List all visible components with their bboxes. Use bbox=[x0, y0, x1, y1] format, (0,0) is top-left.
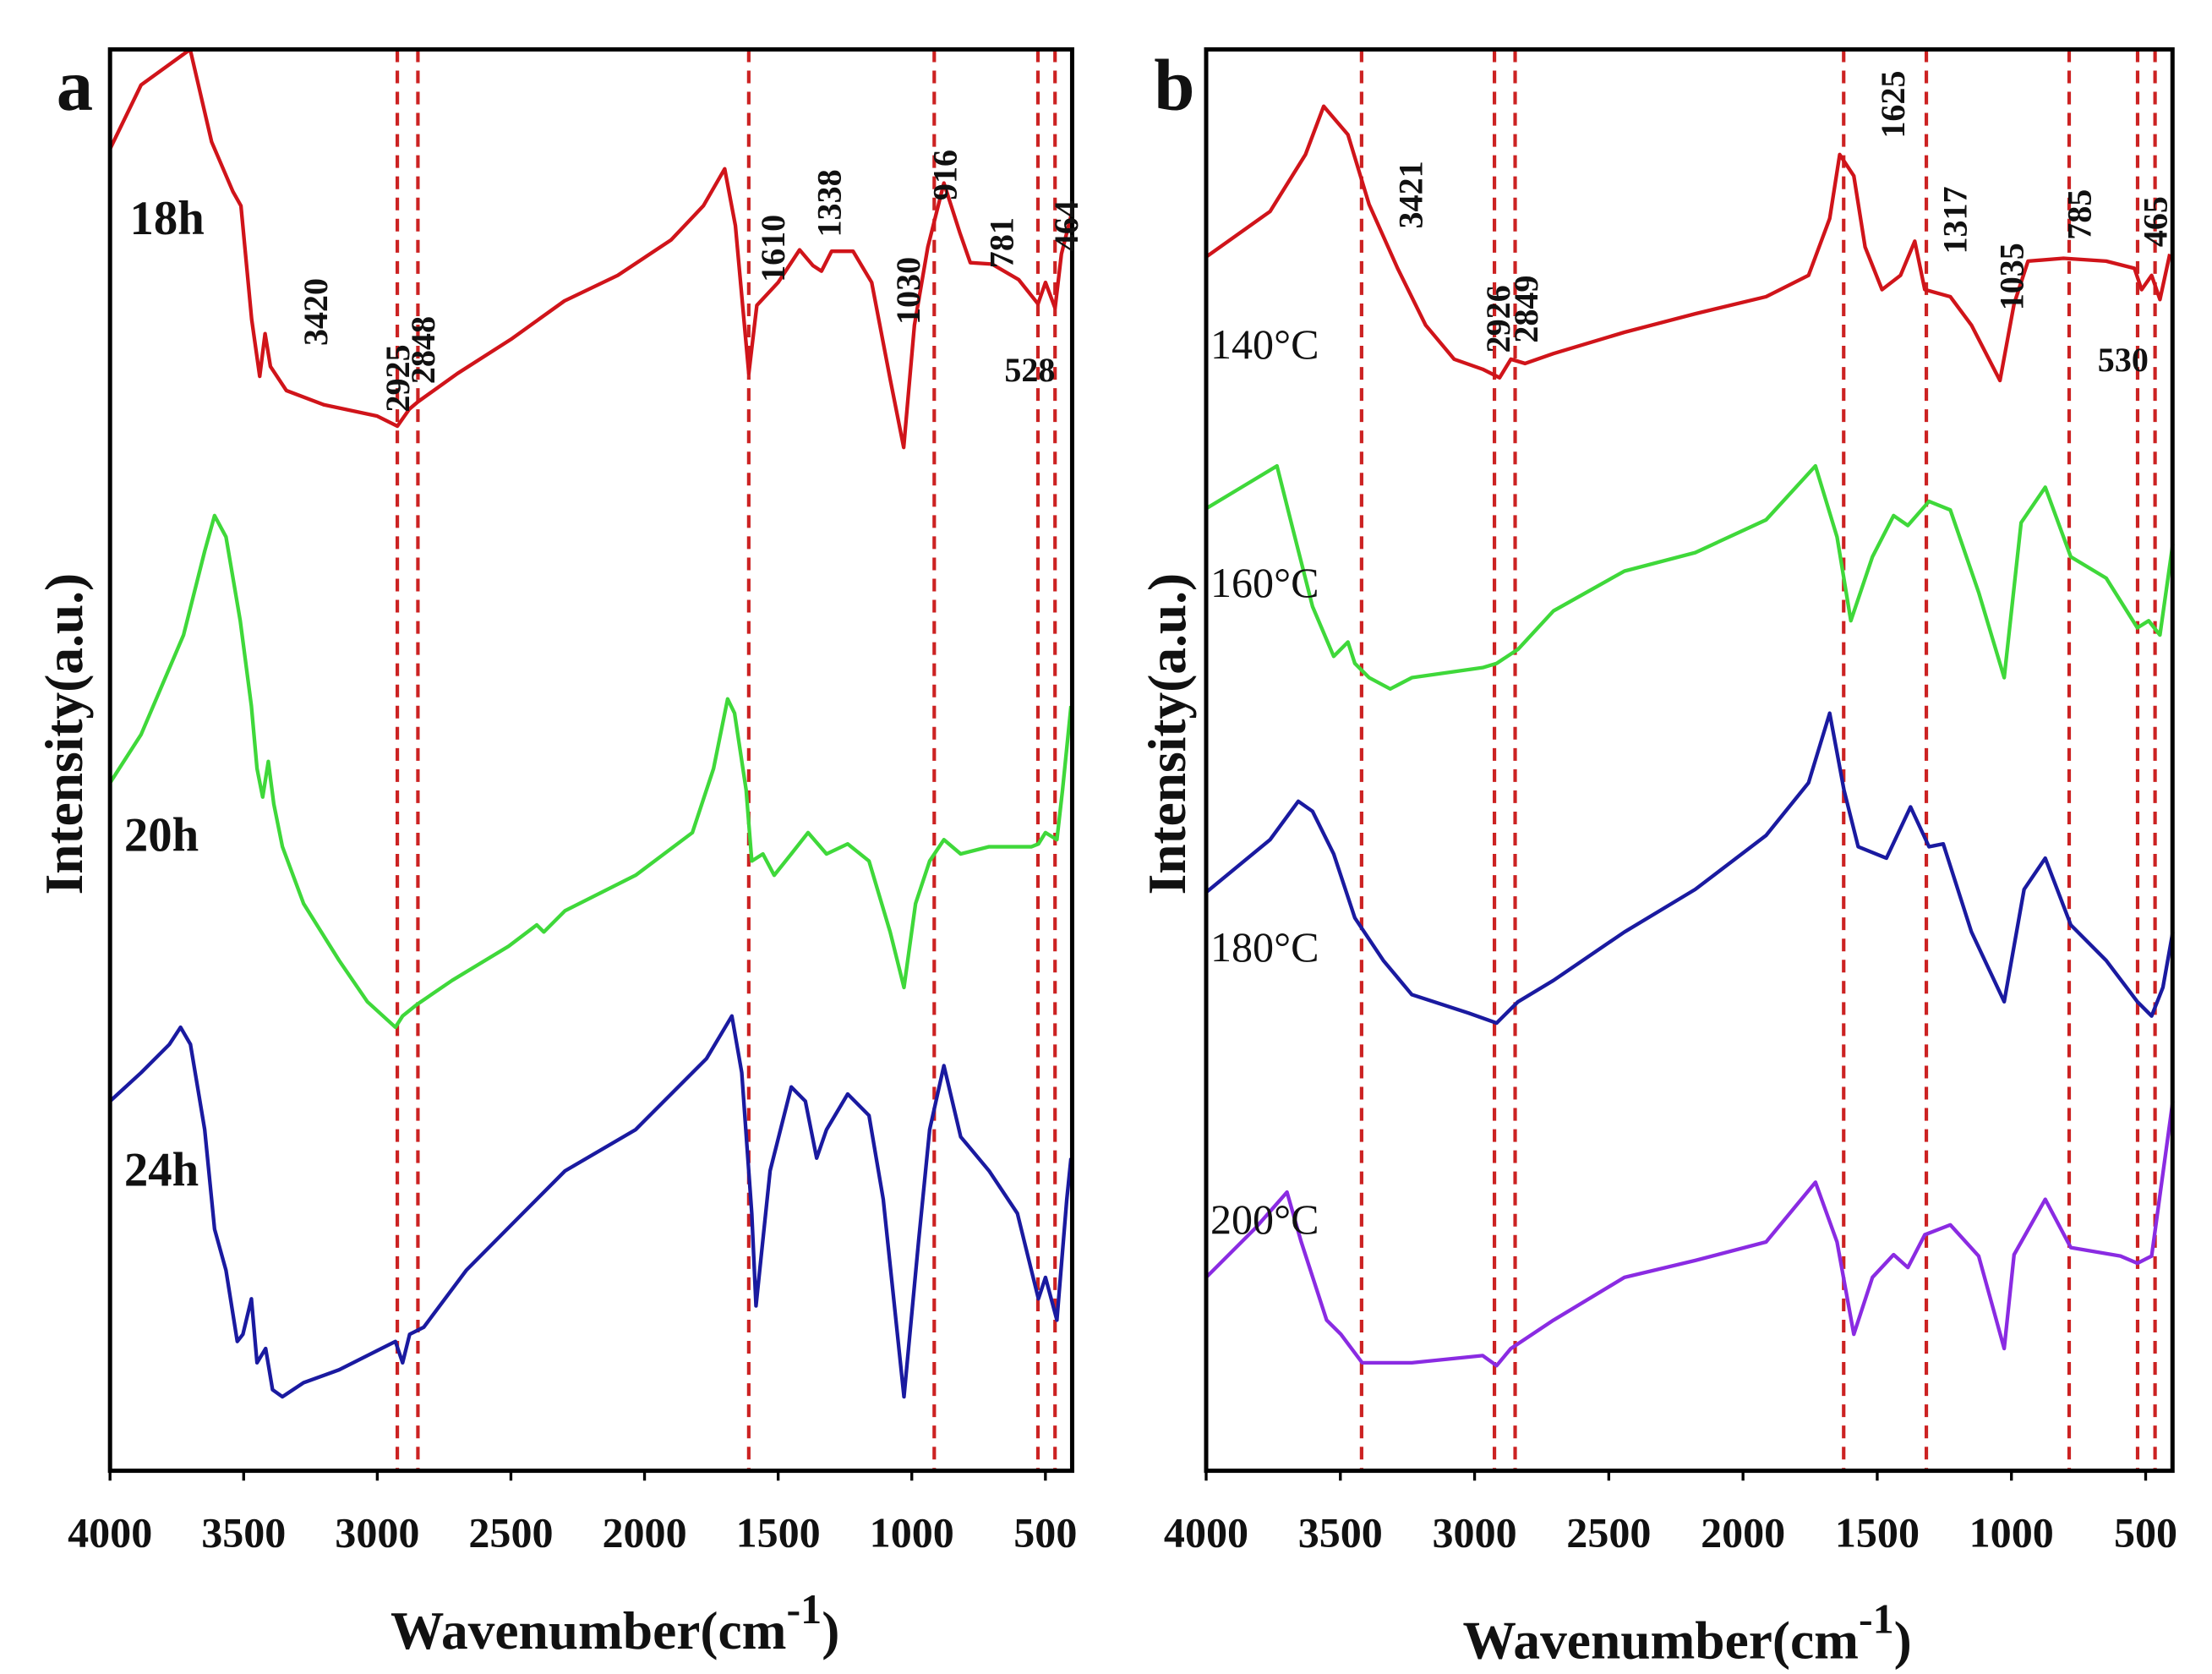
x-axis-label-main: Wavenumber(cm bbox=[1462, 1611, 1858, 1671]
peak-label: 916 bbox=[926, 150, 964, 200]
panel-letter: a bbox=[57, 45, 93, 126]
x-ticks: 4000 3500 3000 2500 2000 1500 1000 500 bbox=[1164, 1470, 2177, 1556]
plot-frame bbox=[107, 46, 1074, 1474]
x-axis-label-close: ) bbox=[1894, 1611, 1912, 1671]
peak-label: 2926 bbox=[1479, 285, 1517, 353]
x-tick-label: 2000 bbox=[1701, 1509, 1785, 1556]
spectra-curves bbox=[1204, 104, 2175, 1368]
peak-label: 3420 bbox=[297, 278, 335, 346]
x-tick-label: 3000 bbox=[1433, 1509, 1517, 1556]
x-tick-label: 4000 bbox=[1164, 1509, 1248, 1556]
series-line-24h bbox=[108, 1014, 1073, 1399]
panel-a: 4000 3500 3000 2500 2000 1500 1000 500 a Intens… bbox=[34, 45, 1085, 1660]
x-axis-label-close: ) bbox=[822, 1600, 839, 1660]
series-label-180c: 180°C bbox=[1210, 923, 1319, 971]
x-tick-label: 3000 bbox=[335, 1509, 419, 1556]
reference-lines bbox=[395, 49, 1057, 1471]
spectra-curves bbox=[108, 47, 1074, 1399]
x-tick-label: 3500 bbox=[201, 1509, 286, 1556]
series-line-140°C bbox=[1204, 104, 2172, 383]
x-axis-label-sup: -1 bbox=[787, 1585, 822, 1633]
x-tick-label: 2000 bbox=[602, 1509, 686, 1556]
series-line-200°C bbox=[1204, 1101, 2175, 1368]
x-tick-label: 3500 bbox=[1298, 1509, 1383, 1556]
series-line-160°C bbox=[1204, 463, 2175, 692]
series-line-20h bbox=[108, 513, 1073, 1030]
x-tick-label: 2500 bbox=[1566, 1509, 1651, 1556]
x-tick-label: 500 bbox=[1013, 1509, 1077, 1556]
panel-b: 4000 3500 3000 2500 2000 1500 1000 500 b Intens… bbox=[1137, 45, 2177, 1670]
peak-label: 2925 bbox=[379, 344, 417, 412]
x-tick-label: 2500 bbox=[468, 1509, 553, 1556]
x-tick-label: 500 bbox=[2114, 1509, 2177, 1556]
series-line-18h bbox=[108, 47, 1074, 450]
peak-label: 464 bbox=[1047, 200, 1085, 251]
x-axis-label: Wavenumber(cm-1) bbox=[391, 1585, 839, 1660]
peak-label: 1030 bbox=[889, 257, 927, 325]
x-tick-label: 1500 bbox=[1835, 1509, 1920, 1556]
series-label-24h: 24h bbox=[124, 1143, 199, 1196]
peak-label: 465 bbox=[2137, 196, 2175, 247]
series-label-18h: 18h bbox=[130, 192, 205, 245]
x-ticks: 4000 3500 3000 2500 2000 1500 1000 500 bbox=[68, 1470, 1077, 1556]
peak-label: 2849 bbox=[1507, 276, 1545, 343]
y-axis-label: Intensity(a.u.) bbox=[1137, 573, 1197, 895]
peak-label: 785 bbox=[2060, 189, 2098, 240]
peak-label: 1625 bbox=[1874, 71, 1912, 139]
peak-label: 1317 bbox=[1936, 186, 1974, 254]
peak-label: 3421 bbox=[1391, 161, 1429, 228]
peak-label: 1610 bbox=[754, 215, 792, 282]
x-axis-label: Wavenumber(cm-1) bbox=[1462, 1595, 1911, 1671]
series-label-20h: 20h bbox=[124, 809, 199, 862]
peak-label: 528 bbox=[1004, 351, 1055, 389]
series-line-180°C bbox=[1204, 711, 2175, 1026]
plot-frame bbox=[1204, 46, 2175, 1474]
x-tick-label: 1000 bbox=[870, 1509, 954, 1556]
x-tick-label: 1000 bbox=[1969, 1509, 2054, 1556]
peak-label: 1035 bbox=[1992, 243, 2030, 310]
panel-letter: b bbox=[1154, 45, 1194, 126]
peak-label: 2848 bbox=[404, 316, 442, 384]
y-axis-label: Intensity(a.u.) bbox=[34, 573, 94, 895]
x-axis-label-main: Wavenumber(cm bbox=[391, 1600, 786, 1660]
peak-label: 1338 bbox=[811, 169, 849, 237]
series-label-160c: 160°C bbox=[1210, 559, 1319, 606]
x-tick-label: 4000 bbox=[68, 1509, 152, 1556]
peak-label: 530 bbox=[2098, 341, 2149, 379]
series-label-200c: 200°C bbox=[1210, 1195, 1319, 1243]
series-label-140c: 140°C bbox=[1210, 320, 1319, 368]
peak-label: 781 bbox=[982, 217, 1020, 268]
x-axis-label-sup: -1 bbox=[1859, 1595, 1894, 1643]
x-tick-label: 1500 bbox=[736, 1509, 821, 1556]
